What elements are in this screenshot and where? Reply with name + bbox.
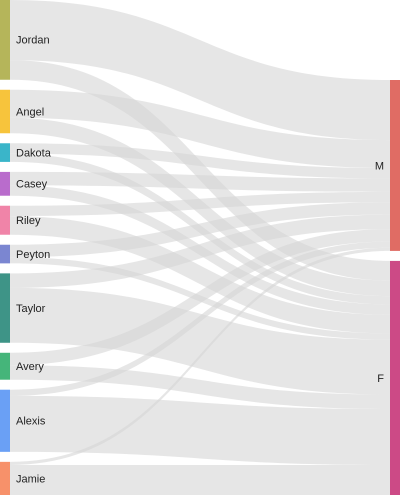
node-alexis[interactable] (0, 389, 10, 452)
node-jordan[interactable] (0, 0, 10, 80)
link-jordan-to-m[interactable] (10, 0, 390, 141)
node-label-riley: Riley (16, 215, 41, 227)
node-label-taylor: Taylor (16, 303, 46, 315)
node-casey[interactable] (0, 171, 10, 196)
node-dakota[interactable] (0, 143, 10, 162)
link-jamie-to-f[interactable] (10, 464, 390, 495)
link-peyton-to-m[interactable] (10, 202, 390, 258)
node-label-dakota: Dakota (16, 147, 52, 159)
node-label-avery: Avery (16, 361, 44, 373)
link-jamie-to-m[interactable] (10, 247, 390, 465)
node-avery[interactable] (0, 352, 10, 380)
node-label-peyton: Peyton (16, 249, 50, 261)
node-riley[interactable] (0, 205, 10, 235)
node-label-f: F (377, 373, 384, 385)
link-riley-to-f[interactable] (10, 216, 390, 334)
node-label-jordan: Jordan (16, 35, 50, 47)
node-f[interactable] (390, 260, 400, 495)
links-group (10, 0, 390, 495)
node-label-casey: Casey (16, 179, 48, 191)
link-alexis-to-m[interactable] (10, 241, 390, 396)
node-jamie[interactable] (0, 461, 10, 495)
link-casey-to-m[interactable] (10, 171, 390, 192)
node-label-angel: Angel (16, 106, 44, 118)
node-m[interactable] (390, 80, 400, 251)
link-dakota-to-m[interactable] (10, 143, 390, 179)
link-taylor-to-f[interactable] (10, 287, 390, 395)
link-taylor-to-m[interactable] (10, 214, 390, 288)
link-alexis-to-f[interactable] (10, 395, 390, 465)
link-avery-to-m[interactable] (10, 229, 390, 366)
node-peyton[interactable] (0, 244, 10, 264)
node-label-alexis: Alexis (16, 416, 46, 428)
link-riley-to-m[interactable] (10, 191, 390, 217)
link-angel-to-m[interactable] (10, 89, 390, 169)
node-label-jamie: Jamie (16, 473, 45, 485)
node-label-m: M (375, 160, 384, 172)
labels-group: Jordan Angel Dakota Casey Riley Peyton Taylor A… (16, 35, 384, 486)
node-taylor[interactable] (0, 273, 10, 343)
node-angel[interactable] (0, 89, 10, 134)
link-jordan-to-f[interactable] (10, 60, 390, 281)
